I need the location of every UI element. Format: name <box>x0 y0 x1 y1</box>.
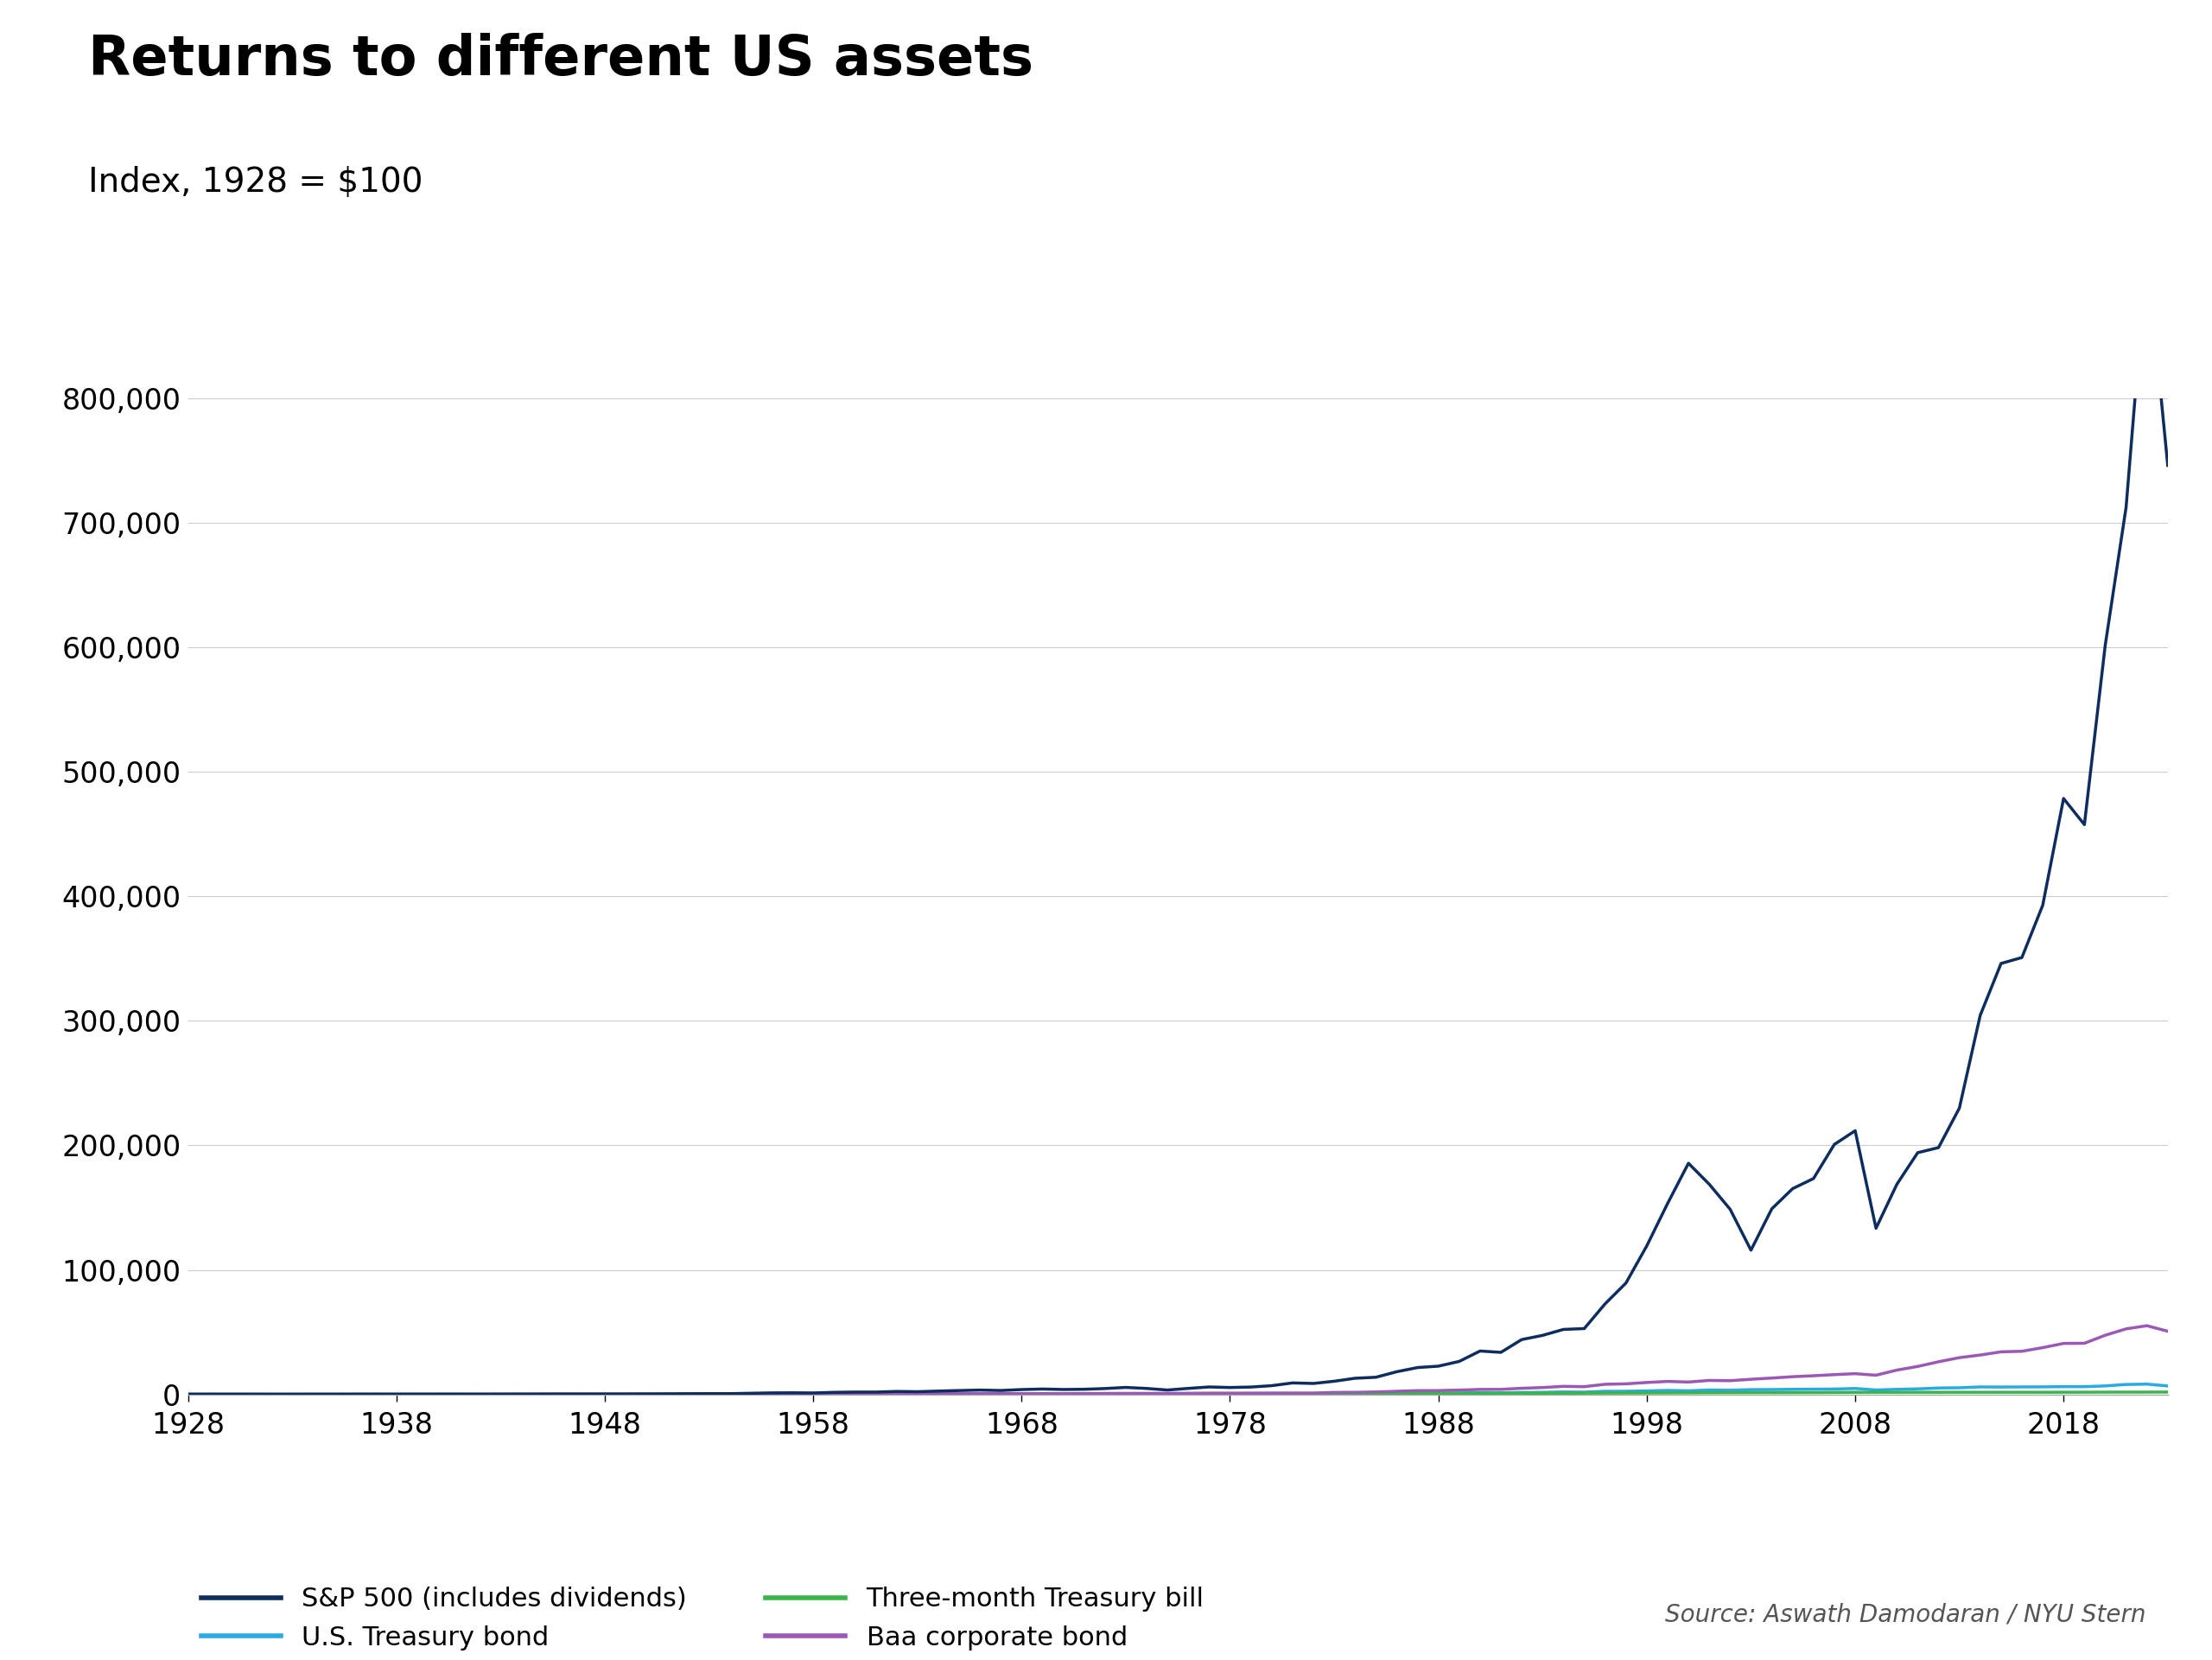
Text: Returns to different US assets: Returns to different US assets <box>88 33 1033 86</box>
Legend: S&P 500 (includes dividends), U.S. Treasury bond, Three-month Treasury bill, Baa: S&P 500 (includes dividends), U.S. Treas… <box>201 1587 1203 1650</box>
Text: Source: Aswath Damodaran / NYU Stern: Source: Aswath Damodaran / NYU Stern <box>1666 1602 2146 1627</box>
Text: Index, 1928 = $100: Index, 1928 = $100 <box>88 166 422 199</box>
